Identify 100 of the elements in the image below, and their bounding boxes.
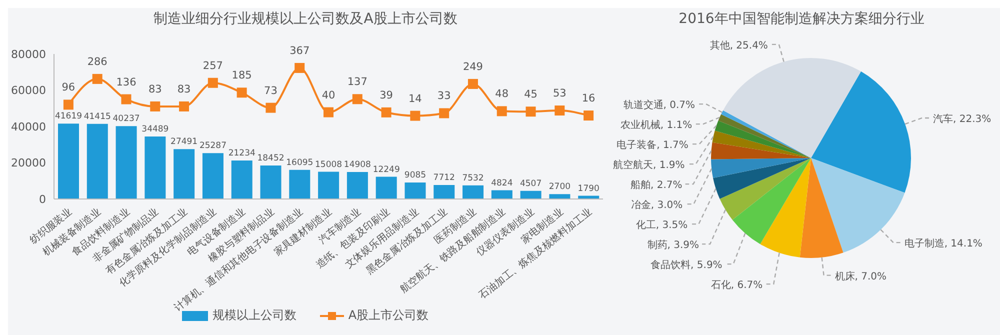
bar (174, 149, 195, 199)
data-label: 14 (408, 92, 422, 105)
pie-slice (712, 130, 811, 158)
slice-label: 机床, 7.0% (834, 270, 887, 282)
point (554, 106, 565, 116)
pie-slice (711, 158, 811, 178)
data-label: 27491 (170, 137, 198, 148)
data-label: 257 (202, 60, 223, 72)
bar (144, 136, 166, 199)
data-label: 9085 (404, 170, 426, 181)
pie-slice (811, 71, 911, 193)
point (410, 110, 420, 121)
data-label: 45 (524, 88, 538, 101)
data-label: 136 (116, 76, 137, 88)
point (208, 78, 218, 88)
pie-slice (732, 158, 811, 244)
data-label: 41619 (54, 112, 82, 122)
pie-slice (800, 158, 844, 258)
bar (318, 172, 340, 199)
data-label: 7712 (433, 173, 455, 184)
slice-label: 化工, 3.5% (636, 219, 688, 232)
point (294, 62, 305, 73)
slice-label: 轨道交通, 0.7% (623, 99, 696, 112)
data-label: 33 (437, 90, 451, 102)
data-label: 7532 (462, 173, 484, 184)
data-label: 40 (322, 89, 336, 102)
pie-slice (811, 158, 905, 253)
data-label: 83 (177, 83, 191, 96)
bar (376, 176, 397, 199)
data-label: 185 (232, 70, 252, 82)
point (266, 102, 276, 113)
slice-label: 航空航天, 1.9% (613, 159, 685, 172)
data-label: 2700 (548, 182, 571, 192)
legend-label: A股上市公司数 (347, 307, 429, 324)
data-label: 249 (462, 60, 483, 73)
pie-slice (711, 142, 811, 160)
y-tick-label: 60000 (11, 84, 46, 98)
bar (462, 185, 484, 199)
bar (520, 190, 542, 199)
data-label: 21234 (228, 148, 256, 159)
pie-slice (714, 120, 811, 158)
slice-label: 制药, 3.9% (647, 239, 700, 252)
data-label: 96 (62, 82, 76, 94)
y-tick-label: 80000 (11, 48, 46, 61)
bar (116, 126, 137, 199)
data-label: 73 (264, 84, 278, 97)
bar (231, 160, 252, 199)
data-label: 12249 (372, 164, 400, 175)
slice-label: 其他, 25.4% (710, 39, 768, 52)
y-tick-label: 40000 (11, 120, 46, 134)
point (584, 110, 594, 121)
data-label: 53 (552, 88, 566, 100)
pie-slice (713, 158, 811, 199)
bar (549, 194, 570, 199)
data-label: 16095 (286, 158, 314, 168)
data-label: 367 (290, 44, 310, 57)
data-label: 39 (380, 89, 393, 102)
point (236, 88, 247, 98)
bar (86, 124, 108, 199)
point (150, 101, 160, 112)
bar (346, 172, 368, 199)
point (526, 106, 536, 117)
bar (202, 153, 224, 199)
chart-title: 制造业细分行业规模以上公司数及A股上市公司数 (152, 10, 458, 28)
bar (289, 170, 310, 199)
data-label: 137 (347, 76, 368, 88)
point (324, 107, 334, 118)
data-label: 34489 (142, 124, 169, 134)
slice-label: 农业机械, 1.1% (620, 119, 692, 132)
bar (404, 182, 426, 199)
point (63, 100, 74, 110)
bar (434, 185, 455, 199)
slice-label: 石化, 6.7% (710, 279, 763, 292)
slice-label: 船舶, 2.7% (630, 179, 682, 192)
bar (491, 190, 512, 199)
slice-label: 食品饮料, 5.9% (650, 259, 722, 272)
point (468, 78, 478, 89)
slice-label: 电子装备, 1.7% (616, 139, 688, 152)
data-label: 14908 (344, 160, 371, 170)
slice-label: 冶金, 3.0% (630, 199, 683, 212)
slice-label: 汽车, 22.3% (933, 112, 992, 125)
data-label: 15008 (315, 160, 342, 170)
pie-slice (720, 158, 811, 220)
data-label: 16 (582, 92, 596, 105)
data-label: 48 (495, 88, 509, 100)
data-label: 286 (87, 56, 108, 68)
data-label: 25287 (199, 141, 226, 152)
point (381, 107, 392, 118)
pie-slice (723, 58, 861, 158)
y-tick-label: 0 (39, 192, 46, 206)
data-label: 4824 (491, 178, 513, 188)
bar (260, 166, 282, 199)
pie-slice (760, 158, 811, 258)
bar (58, 124, 79, 199)
point (92, 74, 102, 84)
point (439, 108, 450, 118)
data-label: 4507 (520, 178, 542, 189)
data-label: 41415 (84, 112, 111, 122)
data-label: 83 (148, 83, 162, 96)
legend-label: 规模以上公司数 (211, 307, 296, 324)
